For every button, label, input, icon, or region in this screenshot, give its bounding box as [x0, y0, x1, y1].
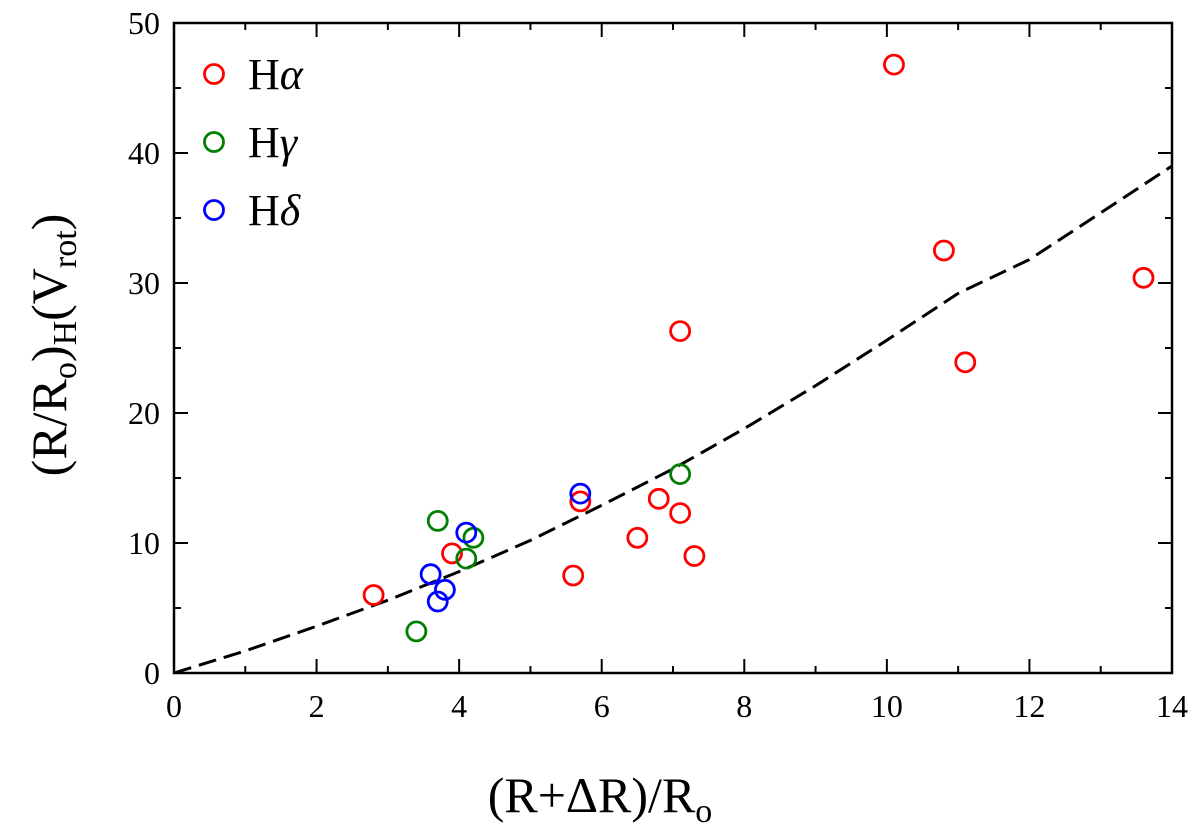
y-axis-label-part3: (V — [21, 268, 77, 321]
legend-marker-1 — [203, 131, 225, 153]
fit-curve-group — [173, 164, 1173, 675]
axis-ticks — [173, 22, 1173, 674]
x-tick-label: 12 — [1013, 688, 1045, 724]
legend-label-2: Hδ — [248, 186, 302, 235]
x-tick-label: 4 — [451, 688, 467, 724]
x-tick-label: 14 — [1156, 688, 1188, 724]
y-axis-label-part1: (R/R — [21, 378, 77, 476]
point-series-0 — [683, 545, 706, 567]
y-axis-label: (R/Ro)H(Vrot) — [21, 214, 84, 477]
y-tick-label: 30 — [128, 265, 160, 301]
x-tick-label: 0 — [166, 688, 182, 724]
point-series-1 — [426, 510, 449, 532]
y-axis-label-sub3: rot — [47, 230, 84, 268]
point-series-0 — [954, 351, 977, 374]
legend: Hα Hγ Hδ — [203, 50, 304, 235]
x-tick-label: 8 — [736, 688, 752, 724]
legend-marker-0 — [203, 63, 225, 85]
point-series-2 — [569, 482, 592, 505]
y-axis-label-part2: ) — [21, 345, 77, 362]
point-series-1 — [455, 547, 478, 570]
tick-labels: 0 2 4 6 8 10 12 14 0 10 20 30 40 50 — [128, 5, 1188, 724]
legend-marker-2 — [203, 199, 225, 221]
point-series-2 — [433, 578, 456, 601]
x-axis-label-sub: o — [695, 793, 712, 830]
y-tick-label: 40 — [128, 135, 160, 171]
point-series-1 — [669, 463, 692, 486]
legend-label-0: Hα — [248, 50, 304, 99]
x-axis-label-main: (R+ΔR)/R — [488, 767, 696, 823]
point-series-2 — [426, 590, 449, 613]
y-axis-label-sub2: H — [47, 321, 84, 346]
y-tick-label: 20 — [128, 395, 160, 431]
y-axis-label-sub1: o — [47, 362, 84, 379]
point-series-2 — [455, 521, 478, 544]
point-series-0 — [647, 487, 670, 510]
x-axis-label: (R+ΔR)/Ro — [488, 767, 713, 830]
point-series-0 — [362, 584, 385, 606]
point-series-0 — [441, 542, 463, 565]
point-series-1 — [405, 620, 428, 643]
point-series-0 — [932, 239, 955, 262]
x-tick-label: 10 — [871, 688, 903, 724]
y-tick-label: 0 — [144, 655, 160, 691]
x-tick-label: 6 — [594, 688, 610, 724]
point-series-0 — [562, 564, 585, 587]
plot-frame — [172, 21, 1174, 675]
y-tick-label: 10 — [128, 525, 160, 561]
legend-label-1: Hγ — [248, 118, 299, 167]
point-series-0 — [669, 502, 692, 524]
fit-curve — [173, 164, 1173, 675]
point-series-0 — [569, 490, 592, 513]
y-tick-label: 50 — [128, 5, 160, 41]
point-series-2 — [419, 563, 442, 586]
x-tick-label: 2 — [309, 688, 325, 724]
data-points — [362, 53, 1155, 643]
point-series-0 — [669, 320, 692, 343]
point-series-0 — [883, 53, 905, 76]
y-axis-label-part4: ) — [21, 214, 77, 231]
point-series-0 — [626, 526, 649, 549]
point-series-0 — [1132, 266, 1155, 289]
